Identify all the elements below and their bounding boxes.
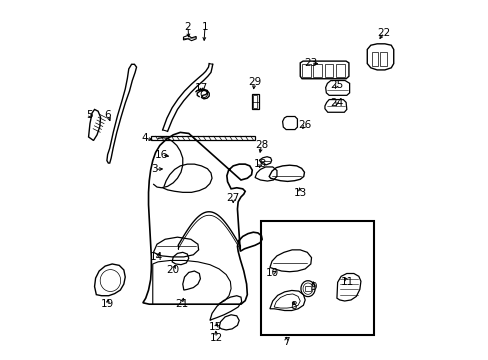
Bar (371, 52, 377, 66)
Text: 12: 12 (209, 333, 223, 343)
Bar (380, 52, 386, 66)
Bar (261, 221, 373, 334)
Text: 7: 7 (282, 337, 289, 347)
Text: 9: 9 (309, 282, 316, 292)
Text: 19: 19 (101, 299, 114, 309)
Text: 28: 28 (254, 140, 267, 150)
Text: 18: 18 (253, 159, 266, 169)
Text: 17: 17 (194, 82, 208, 93)
Text: 27: 27 (226, 193, 239, 203)
Text: 29: 29 (247, 77, 261, 87)
Text: 6: 6 (104, 110, 111, 120)
Bar (335, 64, 344, 77)
Text: 26: 26 (298, 120, 311, 130)
Bar (302, 64, 310, 77)
Text: 3: 3 (151, 165, 158, 174)
Bar (251, 94, 258, 109)
Text: 5: 5 (86, 110, 92, 120)
Text: 15: 15 (208, 323, 222, 333)
Text: 22: 22 (376, 27, 390, 37)
Text: 1: 1 (201, 22, 208, 32)
Text: 2: 2 (184, 22, 191, 32)
Text: 14: 14 (149, 252, 163, 262)
Text: 25: 25 (329, 80, 343, 90)
Text: 11: 11 (340, 276, 353, 287)
Text: 8: 8 (290, 301, 297, 311)
Text: 20: 20 (166, 265, 180, 275)
Text: 16: 16 (155, 150, 168, 159)
Bar (313, 64, 322, 77)
Bar (324, 64, 333, 77)
Text: 10: 10 (265, 269, 279, 279)
Text: 23: 23 (304, 58, 317, 68)
Text: 24: 24 (329, 98, 343, 108)
Bar (252, 95, 257, 108)
Text: 13: 13 (293, 188, 306, 198)
Bar (151, 136, 255, 140)
Bar (305, 286, 310, 292)
Text: 4: 4 (142, 133, 148, 143)
Text: 21: 21 (175, 299, 188, 309)
